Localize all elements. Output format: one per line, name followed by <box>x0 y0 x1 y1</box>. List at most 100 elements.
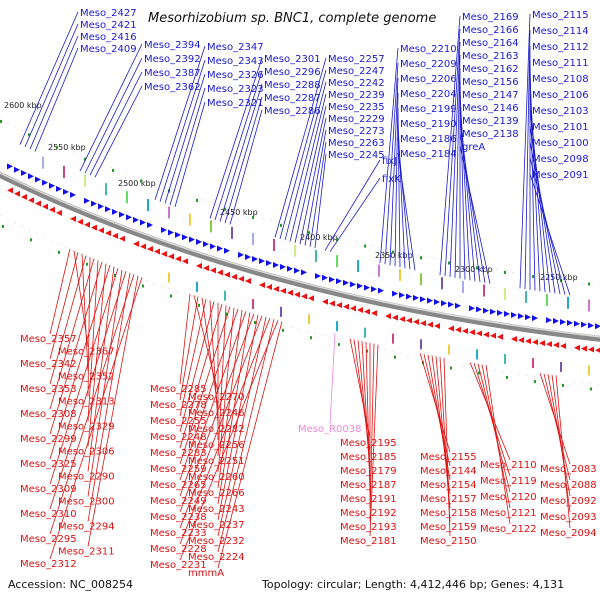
reverse-gene-label[interactable]: Meso_2228 <box>150 544 207 555</box>
reverse-gene-label[interactable]: Meso_2187 <box>340 480 397 491</box>
forward-gene-label[interactable]: Meso_2162 <box>462 64 519 75</box>
reverse-gene-label[interactable]: Meso_2158 <box>420 508 477 519</box>
forward-gene-label[interactable]: Meso_2091 <box>532 170 589 181</box>
reverse-gene-label[interactable]: Meso_2238 <box>150 512 207 523</box>
reverse-gene-label[interactable]: Meso_2246 <box>188 408 245 419</box>
reverse-gene-label[interactable]: Meso_2313 <box>58 397 115 408</box>
reverse-gene-label[interactable]: Meso_2256 <box>188 440 245 451</box>
forward-gene-label[interactable]: Meso_2273 <box>328 126 385 137</box>
forward-gene-label[interactable]: Meso_2103 <box>532 106 589 117</box>
forward-gene-label[interactable]: Meso_2204 <box>400 89 457 100</box>
reverse-gene-label[interactable]: Meso_2083 <box>540 464 597 475</box>
reverse-gene-label[interactable]: Meso_2122 <box>480 524 537 535</box>
forward-gene-label[interactable]: Meso_2139 <box>462 116 519 127</box>
forward-gene-label[interactable]: fixK <box>382 174 401 185</box>
reverse-gene-label[interactable]: Meso_2181 <box>340 536 397 547</box>
reverse-gene-label[interactable]: Meso_2282 <box>188 424 245 435</box>
reverse-gene-label[interactable]: Meso_2329 <box>58 422 115 433</box>
reverse-gene-label[interactable]: Meso_2094 <box>540 528 597 539</box>
forward-gene-label[interactable]: Meso_2210 <box>400 44 457 55</box>
reverse-gene-label[interactable]: Meso_2249 <box>150 496 207 507</box>
reverse-gene-label[interactable]: Meso_2191 <box>340 494 397 505</box>
forward-gene-label[interactable]: Meso_2245 <box>328 150 385 161</box>
reverse-gene-label[interactable]: Meso_2121 <box>480 508 537 519</box>
reverse-gene-label[interactable]: Meso_2179 <box>340 466 397 477</box>
reverse-gene-label[interactable]: Meso_2310 <box>20 509 77 520</box>
forward-gene-label[interactable]: Meso_2387 <box>144 68 201 79</box>
reverse-gene-label[interactable]: Meso_2278 <box>150 400 207 411</box>
reverse-gene-label[interactable]: Meso_2357 <box>20 334 77 345</box>
forward-gene-label[interactable]: Meso_2112 <box>532 42 589 53</box>
reverse-gene-label[interactable]: Meso_2255 <box>150 416 207 427</box>
forward-gene-label[interactable]: Meso_2286 <box>264 106 321 117</box>
reverse-gene-label[interactable]: Meso_2157 <box>420 494 477 505</box>
forward-gene-label[interactable]: Meso_2296 <box>264 67 321 78</box>
reverse-gene-label[interactable]: Meso_2119 <box>480 476 537 487</box>
reverse-gene-label[interactable]: Meso_2295 <box>20 534 77 545</box>
reverse-gene-label[interactable]: Meso_2237 <box>188 520 245 531</box>
reverse-gene-label[interactable]: Meso_2248 <box>150 432 207 443</box>
reverse-gene-label[interactable]: Meso_2088 <box>540 480 597 491</box>
forward-gene-label[interactable]: Meso_2199 <box>400 104 457 115</box>
reverse-gene-label[interactable]: Meso_2120 <box>480 492 537 503</box>
reverse-gene-label[interactable]: Meso_2233 <box>150 528 207 539</box>
forward-gene-label[interactable]: Meso_2206 <box>400 74 457 85</box>
reverse-gene-label[interactable]: Meso_2270 <box>188 392 245 403</box>
forward-gene-label[interactable]: Meso_2347 <box>207 42 264 53</box>
reverse-gene-label[interactable]: Meso_2306 <box>58 447 115 458</box>
forward-gene-label[interactable]: Meso_2106 <box>532 90 589 101</box>
reverse-gene-label[interactable]: mmmA <box>188 568 224 579</box>
reverse-gene-label[interactable]: Meso_2259 <box>150 464 207 475</box>
reverse-gene-label[interactable]: Meso_2308 <box>20 409 77 420</box>
reverse-gene-label[interactable]: Meso_2266 <box>188 488 245 499</box>
forward-gene-label[interactable]: Meso_2115 <box>532 10 589 21</box>
reverse-gene-label[interactable]: Meso_2260 <box>188 472 245 483</box>
forward-gene-label[interactable]: Meso_2108 <box>532 74 589 85</box>
forward-gene-label[interactable]: Meso_2111 <box>532 58 589 69</box>
reverse-gene-label[interactable]: Meso_2224 <box>188 552 245 563</box>
reverse-gene-label[interactable]: Meso_2312 <box>20 559 77 570</box>
reverse-gene-label[interactable]: Meso_2300 <box>58 497 115 508</box>
reverse-gene-label[interactable]: Meso_2283 <box>150 448 207 459</box>
forward-gene-label[interactable]: Meso_2164 <box>462 38 519 49</box>
forward-gene-label[interactable]: Meso_2101 <box>532 122 589 133</box>
reverse-gene-label[interactable]: Meso_2093 <box>540 512 597 523</box>
reverse-gene-label[interactable]: Meso_2159 <box>420 522 477 533</box>
forward-gene-label[interactable]: Meso_2156 <box>462 77 519 88</box>
forward-gene-label[interactable]: Meso_2394 <box>144 40 201 51</box>
reverse-gene-label[interactable]: Meso_2232 <box>188 536 245 547</box>
forward-gene-label[interactable]: Meso_2098 <box>532 154 589 165</box>
forward-gene-label[interactable]: Meso_2427 <box>80 8 137 19</box>
reverse-gene-label[interactable]: Meso_2367 <box>58 347 115 358</box>
forward-gene-label[interactable]: Meso_2209 <box>400 59 457 70</box>
forward-gene-label[interactable]: Meso_2186 <box>400 134 457 145</box>
forward-gene-label[interactable]: Meso_2169 <box>462 12 519 23</box>
forward-gene-label[interactable]: Meso_2184 <box>400 149 457 160</box>
forward-gene-label[interactable]: Meso_2257 <box>328 54 385 65</box>
forward-gene-label[interactable]: Meso_2392 <box>144 54 201 65</box>
forward-gene-label[interactable]: Meso_2301 <box>264 54 321 65</box>
reverse-gene-label[interactable]: Meso_2193 <box>340 522 397 533</box>
forward-gene-label[interactable]: Meso_2362 <box>144 82 201 93</box>
forward-gene-label[interactable]: Meso_2416 <box>80 32 137 43</box>
forward-gene-label[interactable]: Meso_2323 <box>207 84 264 95</box>
reverse-gene-label[interactable]: Meso_2353 <box>20 384 77 395</box>
forward-gene-label[interactable]: Meso_2247 <box>328 66 385 77</box>
forward-gene-label[interactable]: Meso_2326 <box>207 70 264 81</box>
forward-gene-label[interactable]: Meso_2114 <box>532 26 589 37</box>
forward-gene-label[interactable]: Meso_2242 <box>328 78 385 89</box>
forward-gene-label[interactable]: Meso_2288 <box>264 80 321 91</box>
reverse-gene-label[interactable]: Meso_2195 <box>340 438 397 449</box>
reverse-gene-label[interactable]: Meso_2294 <box>58 522 115 533</box>
forward-gene-label[interactable]: fixJ <box>382 156 397 167</box>
reverse-gene-label[interactable]: Meso_2150 <box>420 536 477 547</box>
reverse-gene-label[interactable]: Meso_2231 <box>150 560 207 571</box>
reverse-gene-label[interactable]: Meso_2192 <box>340 508 397 519</box>
reverse-gene-label[interactable]: Meso_2154 <box>420 480 477 491</box>
reverse-gene-label[interactable]: Meso_2342 <box>20 359 77 370</box>
forward-gene-label[interactable]: Meso_2287 <box>264 93 321 104</box>
reverse-gene-label[interactable]: Meso_2325 <box>20 459 77 470</box>
forward-gene-label[interactable]: Meso_2239 <box>328 90 385 101</box>
forward-gene-label[interactable]: Meso_2100 <box>532 138 589 149</box>
forward-gene-label[interactable]: Meso_2321 <box>207 98 264 109</box>
